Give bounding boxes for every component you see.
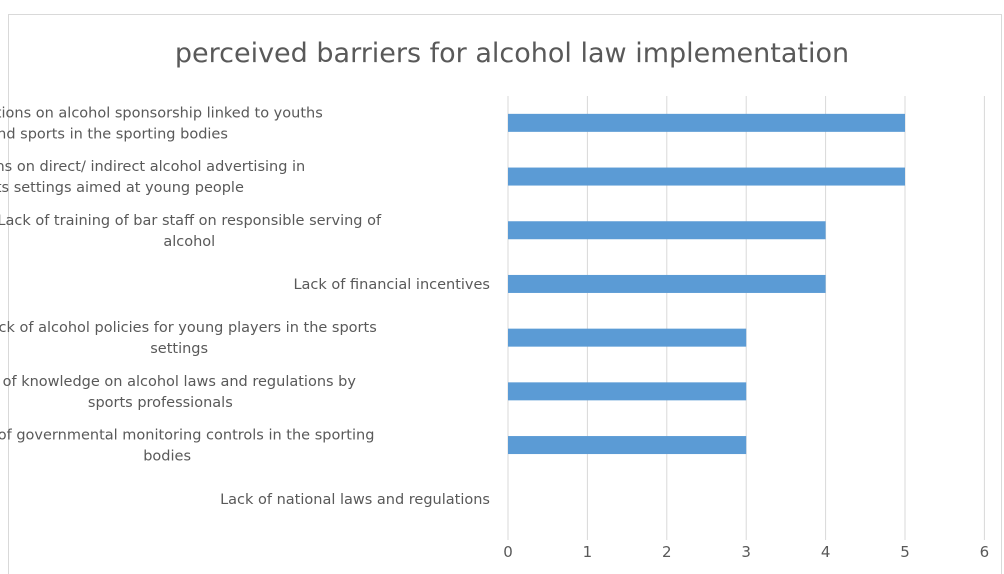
category-label-line: Lack of knowledge on alcohol laws and re… (0, 374, 356, 390)
x-tick-label: 5 (900, 543, 910, 561)
category-label: Lack of alcohol policies for young playe… (0, 320, 377, 357)
category-labels: Lack of regulations on alcohol sponsorsh… (0, 105, 490, 507)
x-tick-label: 2 (662, 543, 672, 561)
category-label: Lack of regulations on alcohol sponsorsh… (0, 105, 323, 142)
x-tick-label: 4 (821, 543, 831, 561)
category-label-line: sports professionals (88, 395, 233, 411)
category-label-line: Lack of national laws and regulations (220, 492, 490, 508)
x-tick-label: 3 (741, 543, 751, 561)
gridlines (507, 96, 985, 540)
chart-frame (8, 14, 1002, 574)
bar (508, 221, 826, 240)
bar (508, 436, 747, 455)
x-tick-label: 0 (503, 543, 513, 561)
bar (508, 328, 747, 347)
category-label-line: alcohol (163, 234, 215, 250)
x-tick-label: 6 (980, 543, 990, 561)
bar (508, 274, 826, 293)
category-label-line: bodies (143, 449, 191, 465)
bar (508, 167, 905, 186)
category-label-line: Lack of regulations on alcohol sponsorsh… (0, 105, 323, 121)
category-label: Lack of training of bar staff on respons… (0, 213, 382, 250)
category-label-line: Lack of training of bar staff on respons… (0, 213, 382, 229)
category-label: Lack of financial incentives (293, 277, 490, 293)
bar (508, 382, 747, 401)
bars (508, 113, 905, 455)
category-label-line: Lack of governmental monitoring controls… (0, 428, 374, 444)
chart-title: perceived barriers for alcohol law imple… (175, 38, 849, 69)
category-label: Lack of knowledge on alcohol laws and re… (0, 374, 356, 411)
category-label-line: settings (150, 341, 208, 357)
category-label-line: Lack of regulations on direct/ indirect … (0, 159, 305, 175)
x-axis-tick-labels: 0 1 2 3 4 5 6 (503, 543, 989, 561)
category-label-line: Lack of financial incentives (293, 277, 490, 293)
category-label-line: the sports settings aimed at young peopl… (0, 180, 244, 196)
category-label: Lack of regulations on direct/ indirect … (0, 159, 305, 196)
x-tick-label: 1 (583, 543, 593, 561)
category-label-line: Lack of alcohol policies for young playe… (0, 320, 377, 336)
category-label-line: and sports in the sporting bodies (0, 126, 228, 142)
category-label: Lack of national laws and regulations (220, 492, 490, 508)
category-label: Lack of governmental monitoring controls… (0, 428, 374, 465)
bar (508, 113, 905, 132)
